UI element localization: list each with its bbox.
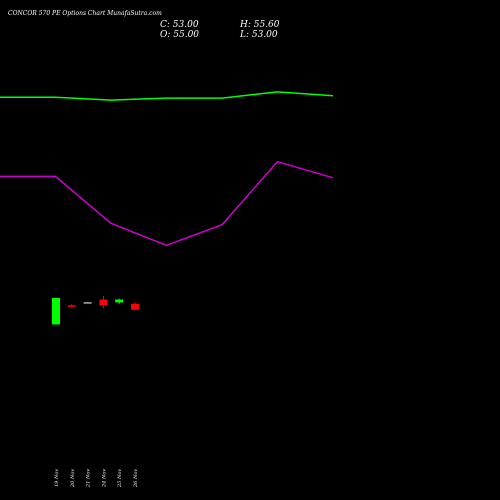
x-tick-label: 19 Nov (54, 469, 60, 487)
candle (52, 298, 60, 325)
high-price: H: 55.60 (239, 20, 280, 30)
candle-body (131, 303, 139, 310)
candles (52, 295, 139, 325)
x-tick-label: 20 Nov (70, 469, 76, 488)
candle-body (52, 298, 60, 325)
candle-body (115, 299, 124, 303)
x-tick-label: 21 Nov (86, 469, 92, 488)
close-price: C: 53.00 (160, 20, 199, 30)
candle (115, 298, 124, 304)
open-price: O: 55.00 (160, 30, 199, 40)
x-tick-label: 24 Nov (101, 469, 107, 488)
low-price: L: 53.00 (239, 30, 278, 40)
candle (67, 303, 76, 308)
x-tick-label: 26 Nov (133, 469, 139, 488)
candle (131, 302, 139, 310)
candle-body (83, 302, 92, 304)
indicator-line-1 (0, 91, 334, 101)
indicator-lines (0, 91, 334, 247)
x-axis-ticks: 19 Nov 20 Nov 21 Nov 24 Nov 25 Nov 26 Nov (54, 469, 139, 488)
candle (83, 302, 92, 304)
candle (99, 295, 108, 309)
indicator-line-2 (0, 160, 334, 247)
chart-title: CONCOR 570 PE Options Chart MunafaSutra.… (8, 10, 162, 17)
candle-body (99, 299, 108, 306)
x-tick-label: 25 Nov (117, 469, 123, 488)
candle-body (67, 305, 76, 307)
